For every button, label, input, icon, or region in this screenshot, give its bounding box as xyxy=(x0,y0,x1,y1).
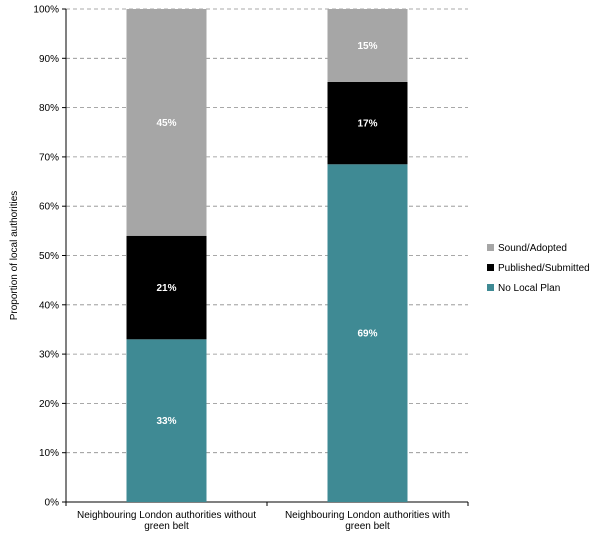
y-tick-label: 0% xyxy=(45,498,60,509)
bar-segment-published-submitted xyxy=(327,81,408,165)
y-tick-label: 20% xyxy=(39,399,59,410)
y-tick-label: 10% xyxy=(39,448,59,459)
data-label: 45% xyxy=(156,118,176,129)
y-tick-label: 90% xyxy=(39,54,59,65)
bar-segment-sound-adopted xyxy=(126,9,207,236)
x-category-label: green belt xyxy=(345,521,390,532)
data-label: 69% xyxy=(357,329,377,340)
legend-label: No Local Plan xyxy=(498,283,560,294)
legend-swatch xyxy=(487,264,494,271)
y-tick-label: 40% xyxy=(39,300,59,311)
bar-segment-no-local-plan xyxy=(327,164,408,503)
y-tick-label: 60% xyxy=(39,202,59,213)
y-tick-label: 50% xyxy=(39,251,59,262)
bar-segment-sound-adopted xyxy=(327,9,408,82)
y-axis-title: Proportion of local authorities xyxy=(9,191,20,321)
y-tick-label: 70% xyxy=(39,152,59,163)
bar-segment-no-local-plan xyxy=(126,339,207,502)
bar-segment-published-submitted xyxy=(126,235,207,340)
y-tick-label: 30% xyxy=(39,350,59,361)
legend-label: Published/Submitted xyxy=(498,263,590,274)
data-label: 33% xyxy=(156,416,176,427)
y-tick-label: 80% xyxy=(39,103,59,114)
x-category-label: Neighbouring London authorities without xyxy=(77,510,256,521)
data-label: 17% xyxy=(357,119,377,130)
legend-label: Sound/Adopted xyxy=(498,243,567,254)
legend-swatch xyxy=(487,244,494,251)
data-label: 21% xyxy=(156,283,176,294)
data-label: 15% xyxy=(357,41,377,52)
legend-swatch xyxy=(487,284,494,291)
y-tick-label: 100% xyxy=(33,5,59,16)
x-category-label: green belt xyxy=(144,521,189,532)
x-category-label: Neighbouring London authorities with xyxy=(285,510,450,521)
